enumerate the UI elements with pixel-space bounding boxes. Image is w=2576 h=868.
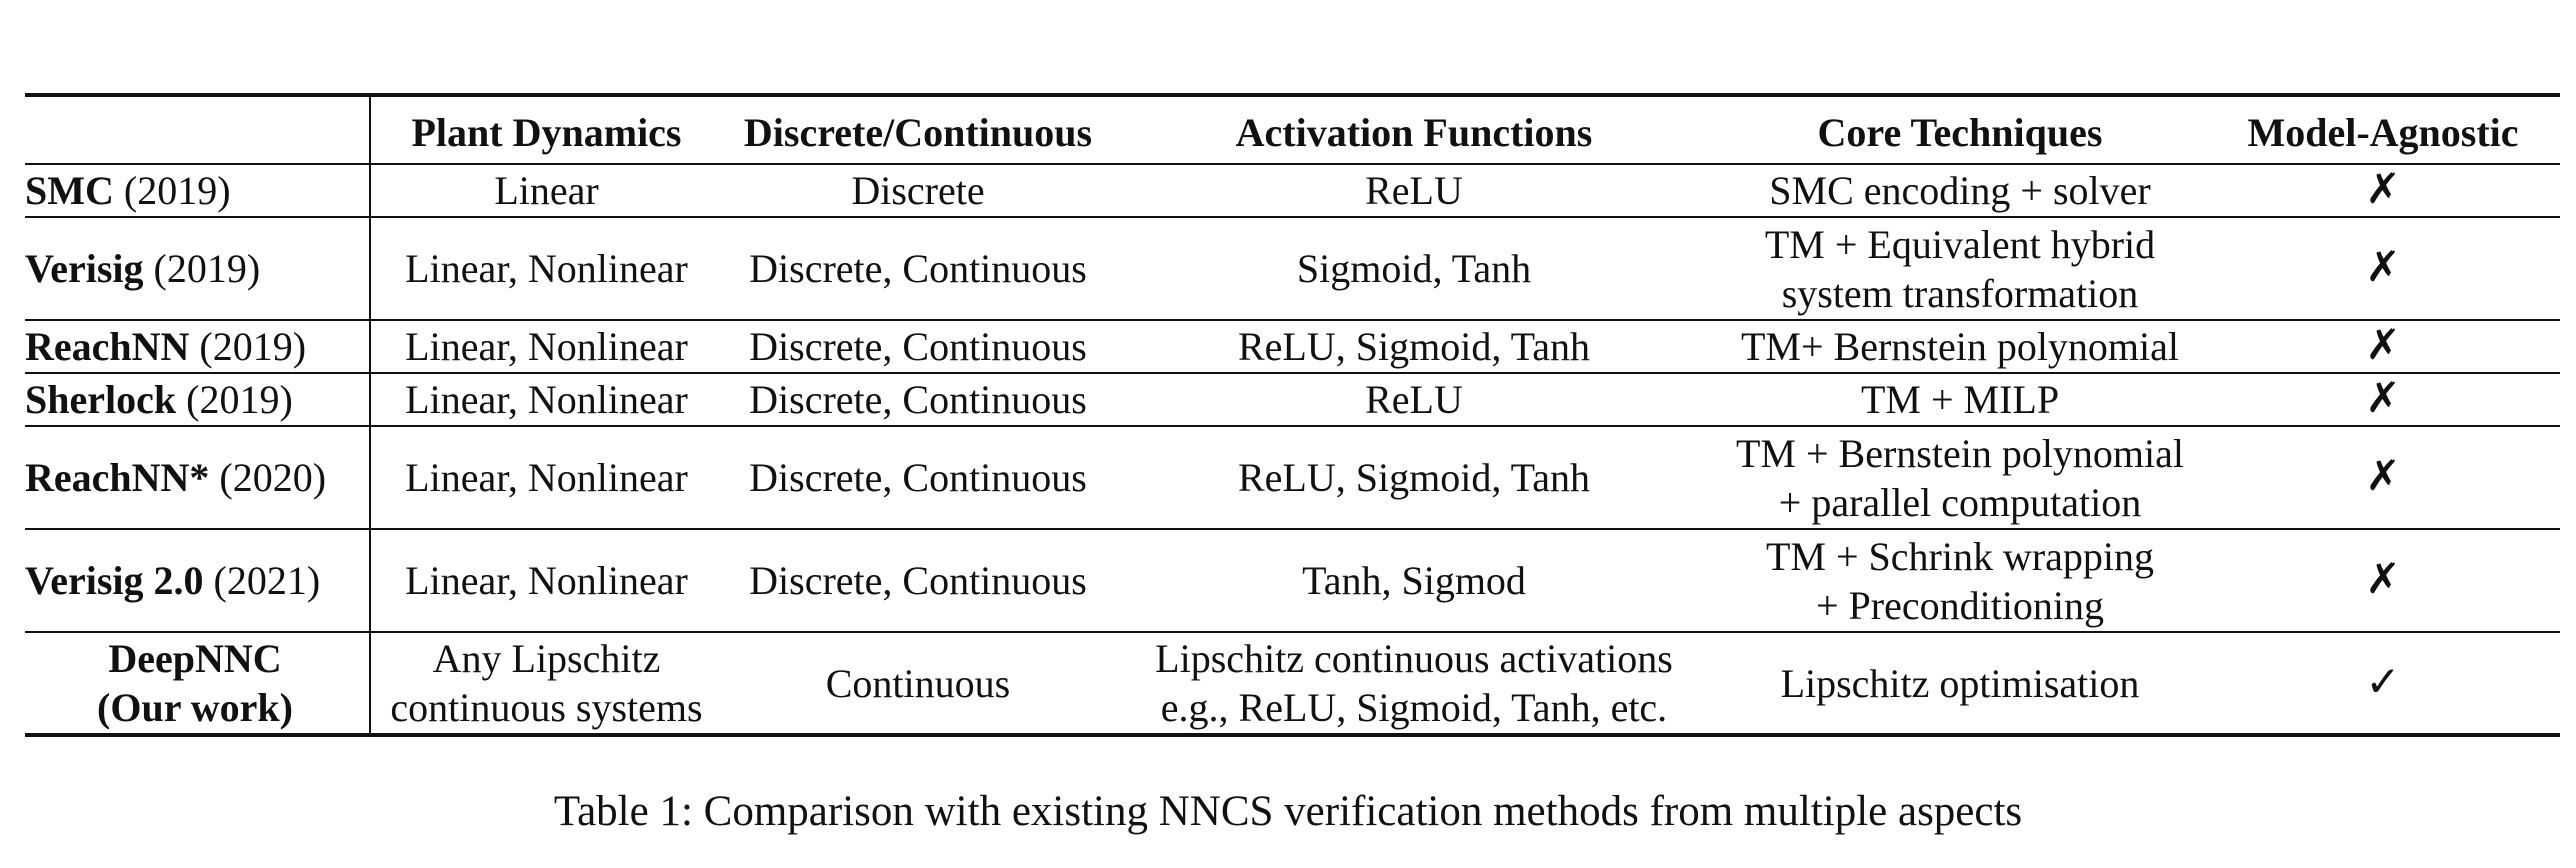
- core-techniques-cell: TM + Schrink wrapping + Preconditioning: [1714, 529, 2206, 633]
- activation-functions-cell: ReLU: [1114, 164, 1714, 218]
- header-plant-dynamics: Plant Dynamics: [370, 93, 722, 165]
- table-row: Verisig 2.0 (2021) Linear, Nonlinear Dis…: [25, 529, 2560, 633]
- model-agnostic-cell: ✗: [2206, 217, 2560, 321]
- activation-functions-cell: Lipschitz continuous activations e.g., Re…: [1114, 632, 1714, 737]
- header-method: [25, 93, 371, 165]
- header-discrete-continuous: Discrete/Continuous: [722, 93, 1114, 165]
- plant-dynamics-cell: Linear, Nonlinear: [370, 320, 722, 374]
- header-model-agnostic: Model-Agnostic: [2206, 93, 2560, 165]
- model-agnostic-cell: ✗: [2206, 320, 2560, 374]
- method-cell: SMC (2019): [25, 164, 371, 218]
- core-techniques-cell: TM + Equivalent hybrid system transformat…: [1714, 217, 2206, 321]
- method-year: (2019): [153, 246, 261, 291]
- method-year: (2021): [213, 558, 321, 603]
- method-year: (2019): [186, 377, 293, 422]
- core-techniques-cell: SMC encoding + solver: [1714, 164, 2206, 218]
- method-name: DeepNNC: [108, 636, 282, 681]
- discrete-continuous-cell: Continuous: [722, 632, 1114, 737]
- activation-functions-cell: ReLU: [1114, 373, 1714, 427]
- discrete-continuous-cell: Discrete: [722, 164, 1114, 218]
- method-year: (2019): [123, 168, 231, 213]
- method-cell: Verisig 2.0 (2021): [25, 529, 371, 633]
- comparison-table: Plant Dynamics Discrete/Continuous Activ…: [25, 93, 2560, 737]
- method-cell: DeepNNC (Our work): [25, 632, 371, 737]
- method-name: Verisig: [25, 246, 144, 291]
- core-techniques-cell: TM+ Bernstein polynomial: [1714, 320, 2206, 374]
- header-activation-functions: Activation Functions: [1114, 93, 1714, 165]
- method-cell: ReachNN* (2020): [25, 426, 371, 530]
- plant-dynamics-cell: Linear: [370, 164, 722, 218]
- activation-functions-cell: ReLU, Sigmoid, Tanh: [1114, 426, 1714, 530]
- table-row: Verisig (2019) Linear, Nonlinear Discret…: [25, 217, 2560, 321]
- table-row: DeepNNC (Our work) Any Lipschitz continuou…: [25, 632, 2560, 737]
- header-row: Plant Dynamics Discrete/Continuous Activ…: [25, 93, 2560, 165]
- method-name: SMC: [25, 168, 114, 213]
- method-year: (2019): [199, 324, 307, 369]
- model-agnostic-cell: ✓: [2206, 632, 2560, 737]
- table-row: ReachNN* (2020) Linear, Nonlinear Discre…: [25, 426, 2560, 530]
- method-name: Verisig 2.0: [25, 558, 204, 603]
- discrete-continuous-cell: Discrete, Continuous: [722, 320, 1114, 374]
- method-cell: Sherlock (2019): [25, 373, 371, 427]
- table-caption: Table 1: Comparison with existing NNCS v…: [553, 788, 2023, 835]
- activation-functions-cell: ReLU, Sigmoid, Tanh: [1114, 320, 1714, 374]
- discrete-continuous-cell: Discrete, Continuous: [722, 373, 1114, 427]
- method-name: ReachNN*: [25, 455, 210, 500]
- activation-functions-cell: Tanh, Sigmod: [1114, 529, 1714, 633]
- method-year: (2020): [219, 455, 327, 500]
- table-row: SMC (2019) Linear Discrete ReLU SMC enco…: [25, 164, 2560, 218]
- core-techniques-cell: Lipschitz optimisation: [1714, 632, 2206, 737]
- discrete-continuous-cell: Discrete, Continuous: [722, 529, 1114, 633]
- plant-dynamics-cell: Any Lipschitz continuous systems: [370, 632, 722, 737]
- model-agnostic-cell: ✗: [2206, 426, 2560, 530]
- table-row: Sherlock (2019) Linear, Nonlinear Discre…: [25, 373, 2560, 427]
- method-cell: ReachNN (2019): [25, 320, 371, 374]
- header-core-techniques: Core Techniques: [1714, 93, 2206, 165]
- plant-dynamics-cell: Linear, Nonlinear: [370, 373, 722, 427]
- model-agnostic-cell: ✗: [2206, 373, 2560, 427]
- core-techniques-cell: TM + Bernstein polynomial + parallel comp…: [1714, 426, 2206, 530]
- table-row: ReachNN (2019) Linear, Nonlinear Discret…: [25, 320, 2560, 374]
- plant-dynamics-cell: Linear, Nonlinear: [370, 426, 722, 530]
- discrete-continuous-cell: Discrete, Continuous: [722, 426, 1114, 530]
- method-cell: Verisig (2019): [25, 217, 371, 321]
- activation-functions-cell: Sigmoid, Tanh: [1114, 217, 1714, 321]
- model-agnostic-cell: ✗: [2206, 164, 2560, 218]
- method-name: ReachNN: [25, 324, 190, 369]
- method-name: Sherlock: [25, 377, 177, 422]
- core-techniques-cell: TM + MILP: [1714, 373, 2206, 427]
- plant-dynamics-cell: Linear, Nonlinear: [370, 217, 722, 321]
- model-agnostic-cell: ✗: [2206, 529, 2560, 633]
- comparison-table-wrapper: Plant Dynamics Discrete/Continuous Activ…: [25, 93, 2560, 737]
- discrete-continuous-cell: Discrete, Continuous: [722, 217, 1114, 321]
- plant-dynamics-cell: Linear, Nonlinear: [370, 529, 722, 633]
- method-name-line2: (Our work): [97, 685, 293, 730]
